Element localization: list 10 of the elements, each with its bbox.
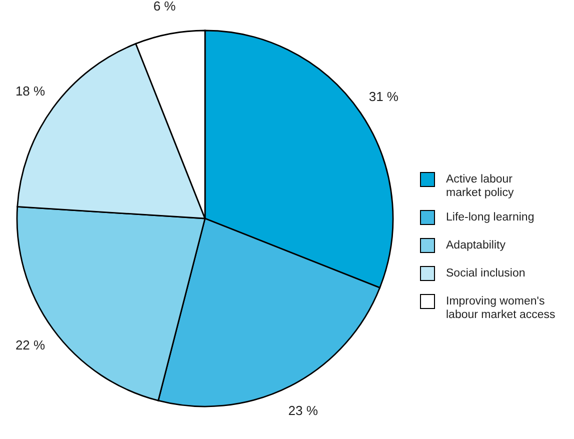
data-label: 6 %	[153, 0, 176, 14]
legend-label: Life-long learning	[446, 212, 534, 224]
legend-label: Improving women's labour market access	[446, 296, 556, 321]
data-label: 18 %	[15, 84, 46, 99]
legend-label: Active labour market policy	[446, 174, 514, 199]
data-label: 22 %	[15, 337, 46, 352]
data-label: 23 %	[288, 402, 318, 418]
legend-label: Adaptability	[446, 240, 506, 252]
data-label: 31 %	[368, 89, 399, 104]
legend-label: Social inclusion	[446, 268, 526, 280]
